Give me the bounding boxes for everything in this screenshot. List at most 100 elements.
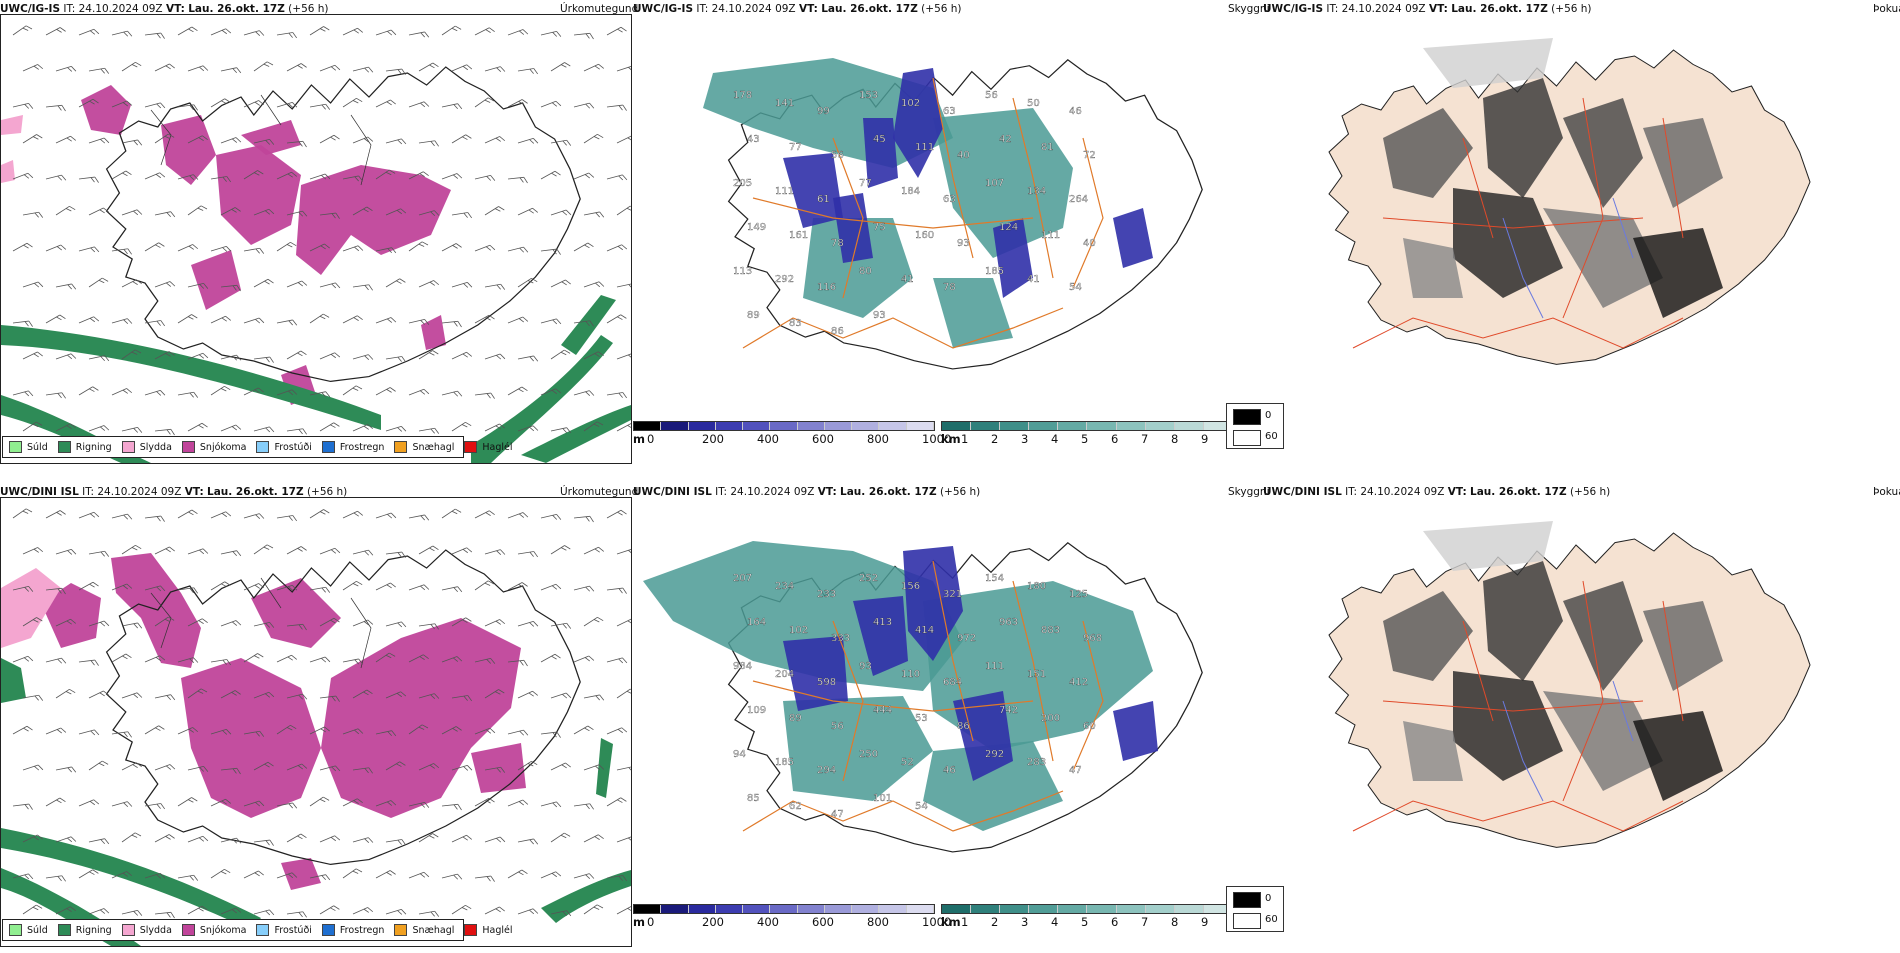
wind-barb <box>210 728 232 735</box>
wind-barb <box>408 319 430 325</box>
cloud-base-value: 45 <box>873 134 886 145</box>
wind-barb <box>55 283 77 290</box>
fog-index-area <box>1453 671 1563 781</box>
it-label: IT: <box>1326 3 1339 15</box>
wind-barb <box>385 621 407 628</box>
wind-barb <box>243 730 265 737</box>
cloud-base-value: 78 <box>831 238 844 249</box>
wind-barb <box>144 515 165 522</box>
lead-time: (+56 h) <box>921 3 962 15</box>
wind-barb <box>88 908 110 915</box>
wind-barb <box>507 512 529 519</box>
wind-barb <box>111 513 133 520</box>
cloud-base-value: 204 <box>775 669 794 680</box>
panel-header: UWC/IG-IS IT: 24.10.2024 09Z VT: Lau. 26… <box>633 3 962 15</box>
wind-barb <box>418 833 439 843</box>
wind-barb <box>22 547 44 555</box>
scale-step <box>1174 905 1204 913</box>
vt-label: VT: <box>184 486 204 498</box>
wind-barb <box>144 320 166 327</box>
wind-barb <box>319 905 340 915</box>
wind-barb <box>220 837 242 844</box>
wind-barb <box>484 689 505 699</box>
rain-area <box>1 828 261 930</box>
wind-barb <box>154 616 175 627</box>
wind-barb <box>210 28 232 36</box>
legend-label: Frostúði <box>274 441 312 453</box>
wind-barb <box>276 654 298 663</box>
wind-barb <box>111 100 133 108</box>
cloud-base-value: 62 <box>789 801 802 812</box>
precip-map-svg <box>1 508 631 946</box>
wind-barb <box>474 510 495 519</box>
wind-barb <box>507 799 529 807</box>
wind-barb <box>441 243 462 252</box>
scale-km-ticks: km 12345678910 <box>941 914 1263 929</box>
wind-barb <box>243 170 264 180</box>
wind-barb <box>418 693 440 699</box>
visibility-area <box>923 741 1063 831</box>
wind-barb <box>309 313 330 324</box>
legend-swatch <box>321 924 335 936</box>
fog-index-area <box>1563 98 1643 208</box>
scale-metres-ticks: m 0 200 400 600 800 1000 <box>633 914 951 929</box>
wind-barb <box>45 392 66 399</box>
vt-value: Lau. 26.okt. 17Z <box>207 486 304 498</box>
scale-km-bar <box>941 904 1263 914</box>
scale-tick: 8 <box>1171 432 1179 446</box>
wind-barb <box>418 910 440 917</box>
wind-barb <box>177 244 199 252</box>
cloud-base-value: 50 <box>1027 98 1040 109</box>
wind-barb <box>550 139 572 146</box>
cloud-base-value: 180 <box>1027 581 1046 592</box>
wind-barb <box>88 550 110 557</box>
wind-barb <box>276 241 297 252</box>
legend-item: Snæhagl <box>394 924 454 936</box>
wind-barb <box>45 727 67 735</box>
cloud-base-value: 283 <box>1027 757 1046 768</box>
wind-barb <box>583 281 605 288</box>
wind-barb <box>154 63 175 72</box>
legend-label: Haglél <box>482 924 513 936</box>
scale-tick: 2 <box>991 432 999 446</box>
legend-swatch <box>464 924 478 936</box>
scale-unit: m <box>633 915 645 929</box>
wind-barb <box>78 581 99 591</box>
legend-label: Rigning <box>75 441 112 453</box>
wind-barb <box>121 622 143 629</box>
wind-barb <box>451 64 473 72</box>
wind-barb <box>177 174 199 180</box>
cloud-base-value: 292 <box>985 749 1004 760</box>
cloud-base-value: 75 <box>873 222 886 233</box>
wind-barb <box>573 102 595 109</box>
wind-barb <box>243 100 265 108</box>
fog-index-area <box>1383 591 1473 681</box>
legend-swatch <box>181 924 195 936</box>
legend-item: Snjókoma <box>181 441 246 453</box>
wind-barb <box>22 617 43 627</box>
wind-barb <box>408 584 430 591</box>
vt-label: VT: <box>165 3 185 15</box>
cloud-base-value: 292 <box>775 274 794 285</box>
wind-barb <box>144 389 166 396</box>
model-name: UWC/IG-IS <box>0 3 61 15</box>
wind-barb <box>484 906 505 915</box>
it-value: 24.10.2024 09Z <box>97 486 182 498</box>
cloud-base-value: 56 <box>985 90 998 101</box>
wind-barb <box>319 134 340 144</box>
wind-barb <box>517 690 539 699</box>
wind-barb <box>616 65 631 72</box>
scale-step <box>688 422 716 430</box>
cloud-base-area <box>903 546 963 661</box>
wind-barb <box>517 838 539 845</box>
wind-barb <box>342 245 364 252</box>
wind-barb <box>319 547 341 555</box>
wind-barb <box>606 727 628 735</box>
scale-tick: 1000 <box>922 432 952 446</box>
it-label: IT: <box>1345 486 1358 498</box>
scale-step <box>1145 905 1175 913</box>
wind-barb <box>573 725 594 735</box>
legend-label: Snæhagl <box>412 924 455 936</box>
cloud-base-value: 111 <box>985 661 1004 672</box>
snow-area <box>41 583 101 648</box>
